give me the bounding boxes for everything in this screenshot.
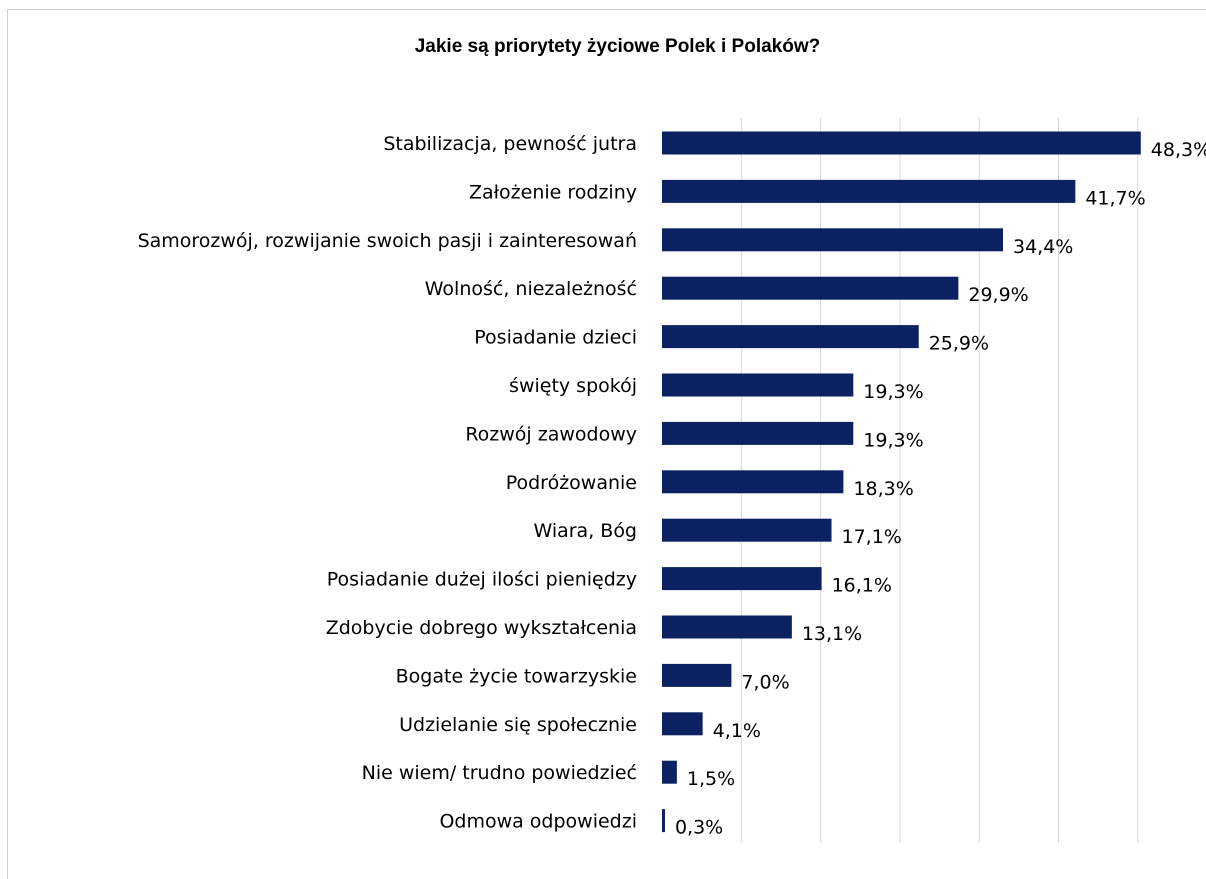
value-label: 29,9% [968,284,1028,306]
value-label: 25,9% [929,333,989,355]
category-label: Posiadanie dużej ilości pieniędzy [327,569,637,591]
value-labels: 48,3% 41,7% 34,4% 29,9% 25,9% 19,3% 19,3% 18,3%… [675,139,1206,839]
category-labels: Stabilizacja, pewność jutra Założenie rod… [138,133,637,833]
category-label: Bogate życie towarzyskie [396,665,637,687]
bar [662,179,1076,203]
value-label: 4,1% [713,720,761,742]
value-label: 19,3% [863,381,923,403]
bar [662,615,792,639]
bar [662,373,854,397]
value-label: 0,3% [675,817,723,839]
category-label: Zdobycie dobrego wykształcenia [326,617,637,639]
category-label: Nie wiem/ trudno powiedzieć [362,762,637,784]
category-label: święty spokój [509,375,637,397]
value-label: 18,3% [853,478,913,500]
bar [662,760,677,784]
category-label: Rozwój zawodowy [465,423,637,445]
category-label: Założenie rodziny [469,181,637,203]
category-label: Odmowa odpowiedzi [439,811,637,833]
value-label: 16,1% [832,575,892,597]
value-label: 19,3% [863,429,923,451]
value-label: 1,5% [687,768,735,790]
chart-frame [7,9,1206,879]
bar [662,663,732,687]
bar [662,421,854,445]
bar [662,228,1003,252]
category-label: Wiara, Bóg [533,520,637,542]
bar [662,131,1141,155]
bar [662,567,822,591]
chart-title: Jakie są priorytety życiowe Polek i Pola… [414,36,821,57]
bar [662,712,703,736]
category-label: Udzielanie się społecznie [399,714,637,736]
category-label: Podróżowanie [506,472,637,494]
category-label: Samorozwój, rozwijanie swoich pasji i za… [138,230,637,252]
category-label: Stabilizacja, pewność jutra [383,133,637,155]
bar [662,518,832,542]
value-label: 17,1% [842,526,902,548]
category-label: Wolność, niezależność [425,278,637,300]
value-label: 7,0% [741,671,789,693]
bar [662,325,919,349]
bars [662,131,1141,833]
bar [662,809,665,833]
value-label: 13,1% [802,623,862,645]
bar [662,276,959,300]
value-label: 48,3% [1151,139,1206,161]
value-label: 34,4% [1013,236,1073,258]
value-label: 41,7% [1085,187,1145,209]
category-label: Posiadanie dzieci [474,327,637,349]
bar [662,470,844,494]
